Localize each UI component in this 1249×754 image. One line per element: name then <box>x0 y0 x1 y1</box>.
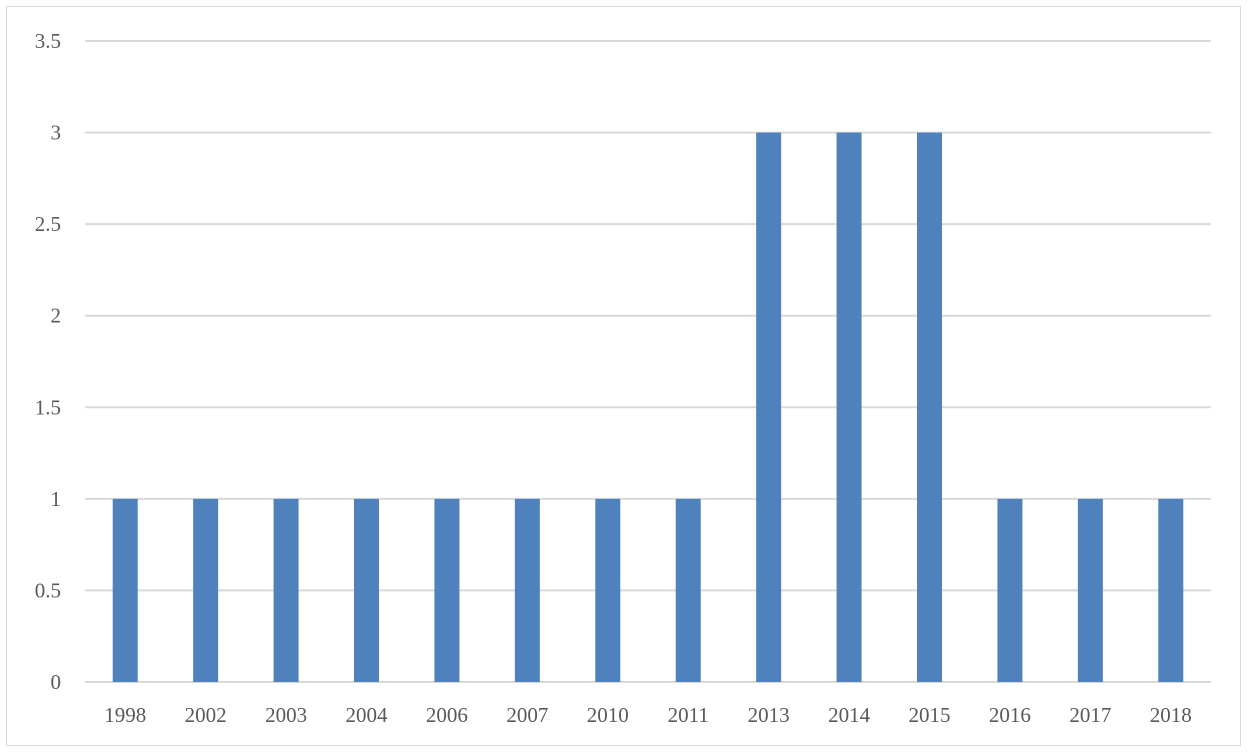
bar-2004 <box>354 498 379 682</box>
y-tick-label: 2.5 <box>35 212 61 236</box>
bar-2011 <box>675 498 701 682</box>
bar-1998 <box>112 498 138 682</box>
x-tick-label: 2006 <box>426 703 468 727</box>
x-tick-label: 1998 <box>104 703 146 727</box>
x-tick-label: 2004 <box>346 703 389 727</box>
x-axis-labels: 1998 2002 2003 2004 2006 2007 2010 2011 2013 2014… <box>104 703 1192 727</box>
x-tick-label: 2016 <box>989 703 1031 727</box>
x-tick-label: 2003 <box>265 703 307 727</box>
bar-2010 <box>595 498 621 682</box>
x-tick-label: 2013 <box>748 703 790 727</box>
y-tick-label: 0.5 <box>35 578 61 602</box>
y-tick-label: 3.5 <box>35 29 61 53</box>
bar-2014 <box>836 132 862 683</box>
x-tick-label: 2011 <box>668 703 709 727</box>
x-tick-label: 2017 <box>1069 703 1111 727</box>
bar-2016 <box>997 498 1023 682</box>
y-tick-label: 0 <box>51 670 62 694</box>
x-tick-label: 2010 <box>587 703 629 727</box>
x-tick-label: 2014 <box>828 703 871 727</box>
y-tick-label: 1 <box>51 487 62 511</box>
bars <box>112 132 1184 683</box>
y-tick-label: 2 <box>51 304 62 328</box>
y-tick-label: 3 <box>51 121 62 145</box>
bar-2018 <box>1158 498 1184 682</box>
y-tick-label: 1.5 <box>35 395 61 419</box>
x-tick-label: 2007 <box>506 703 548 727</box>
bar-2003 <box>273 498 299 682</box>
bar-2007 <box>514 498 540 682</box>
x-tick-label: 2002 <box>185 703 227 727</box>
bar-2015 <box>917 132 942 683</box>
x-tick-label: 2018 <box>1150 703 1192 727</box>
bar-2006 <box>434 498 460 682</box>
x-tick-label: 2015 <box>909 703 951 727</box>
gridlines <box>85 40 1211 683</box>
bar-2002 <box>193 498 219 682</box>
y-axis-labels: 0 0.5 1 1.5 2 2.5 3 3.5 <box>35 29 61 694</box>
bar-2013 <box>756 132 782 683</box>
bar-2017 <box>1077 498 1103 682</box>
